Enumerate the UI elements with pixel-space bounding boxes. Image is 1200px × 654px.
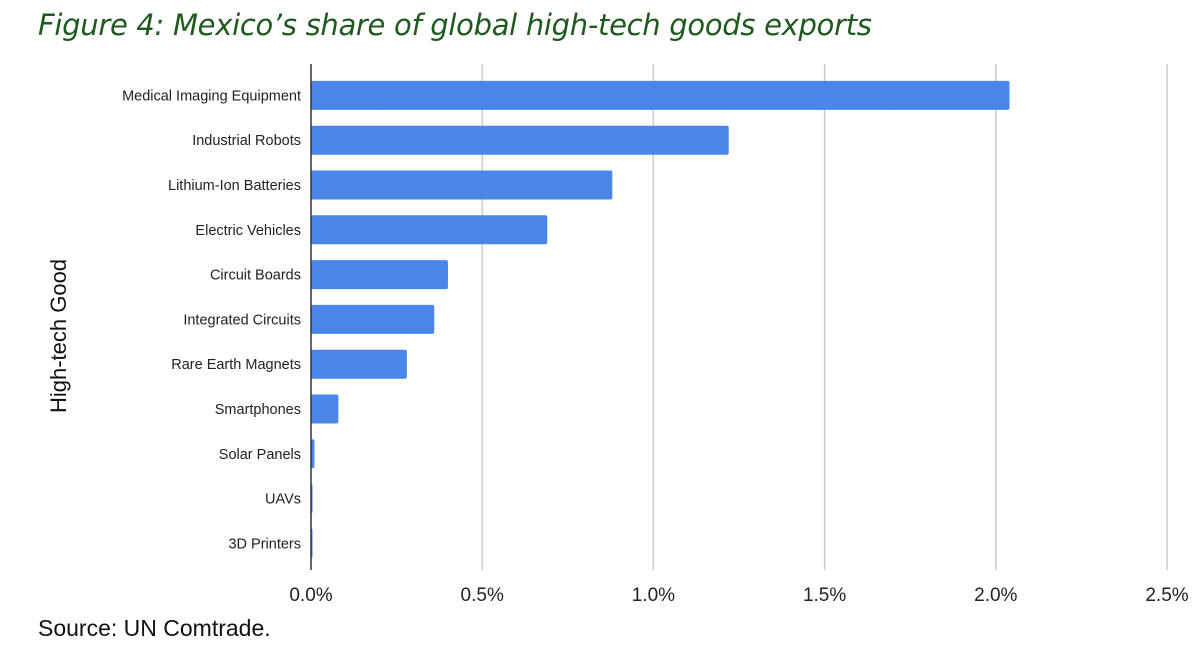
bar — [311, 125, 729, 155]
x-tick-labels: 0.0% 0.5% 1.0% 1.5% 2.0% 2.5% — [289, 585, 1188, 606]
x-tick-label: 2.5% — [1145, 585, 1188, 606]
bar — [311, 260, 448, 290]
bar — [311, 215, 548, 245]
bars — [311, 80, 1010, 558]
category-label: Rare Earth Magnets — [171, 357, 301, 373]
category-label: UAVs — [265, 492, 301, 508]
bar — [311, 349, 407, 379]
x-tick-label: 2.0% — [974, 585, 1017, 606]
bar — [311, 439, 315, 469]
bar — [311, 170, 613, 200]
bar — [311, 80, 1010, 110]
y-axis-title: High-tech Good — [46, 259, 71, 413]
category-label: Smartphones — [215, 402, 301, 418]
x-tick-label: 0.5% — [461, 585, 504, 606]
category-label: Solar Panels — [219, 447, 301, 463]
category-labels: Medical Imaging Equipment Industrial Robo… — [122, 88, 301, 552]
x-tick-label: 0.0% — [289, 585, 332, 606]
x-tick-label: 1.0% — [632, 585, 675, 606]
x-tick-label: 1.5% — [803, 585, 846, 606]
category-label: Medical Imaging Equipment — [122, 88, 301, 104]
source-note: Source: UN Comtrade. — [38, 615, 271, 641]
category-label: 3D Printers — [228, 536, 301, 552]
category-label: Integrated Circuits — [183, 312, 301, 328]
category-label: Lithium-Ion Batteries — [168, 178, 301, 194]
figure-title: Figure 4: Mexico’s share of global high-… — [38, 8, 872, 42]
category-label: Industrial Robots — [192, 133, 301, 149]
category-label: Circuit Boards — [210, 268, 301, 284]
bar — [311, 304, 435, 334]
bar — [311, 394, 339, 424]
category-label: Electric Vehicles — [195, 223, 301, 239]
